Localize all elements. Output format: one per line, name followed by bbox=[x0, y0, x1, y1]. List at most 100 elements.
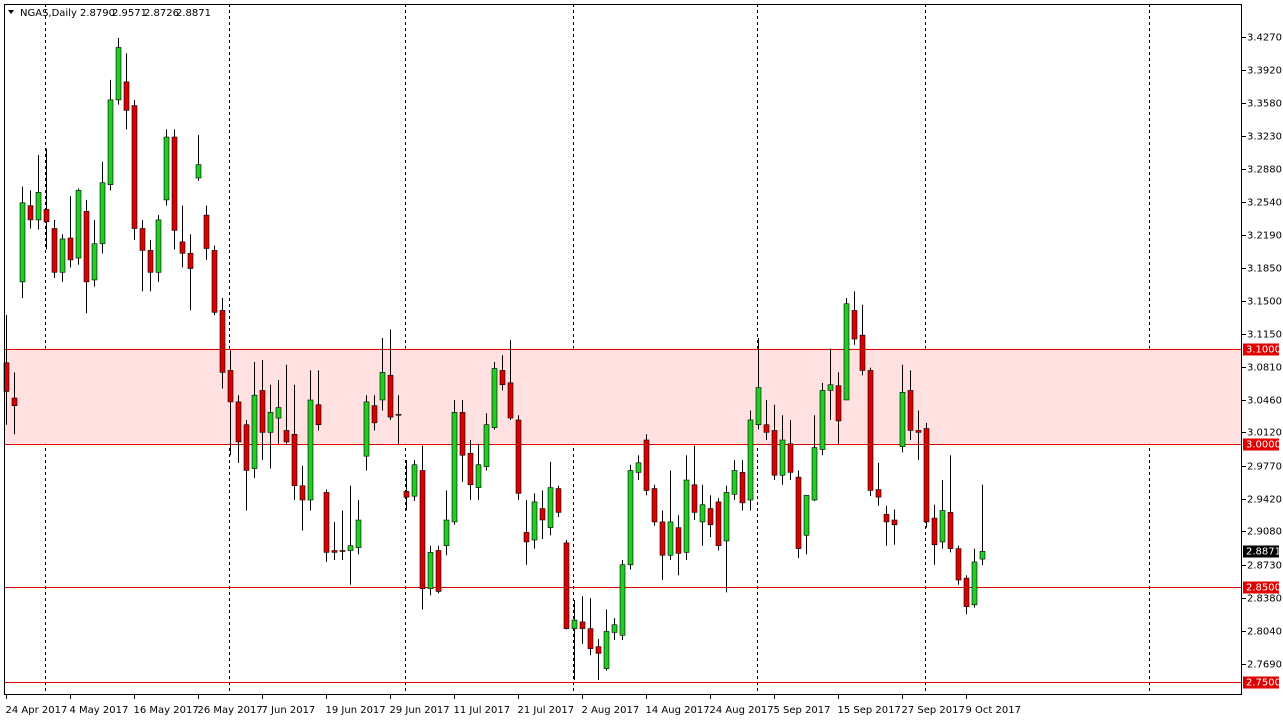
candle-body bbox=[51, 228, 58, 273]
candle-body bbox=[195, 164, 202, 179]
x-tick-label: 29 Jun 2017 bbox=[390, 705, 450, 716]
zone bbox=[5, 348, 1242, 444]
y-tick-label: 2.8730 bbox=[1247, 561, 1282, 572]
candle-body bbox=[547, 487, 554, 528]
level-label: 2.8500 bbox=[1246, 583, 1281, 594]
candle-body bbox=[371, 405, 378, 424]
candle-body bbox=[651, 488, 658, 523]
candle-body bbox=[99, 182, 106, 245]
candle-body bbox=[243, 424, 250, 471]
level-label-box bbox=[1243, 438, 1279, 451]
candle-body bbox=[875, 489, 882, 498]
y-tick-label: 3.0460 bbox=[1247, 396, 1282, 407]
candle-body bbox=[35, 191, 42, 221]
candle-body bbox=[163, 136, 170, 201]
y-tick-label: 2.8040 bbox=[1247, 627, 1282, 638]
candle-body bbox=[691, 484, 698, 513]
candle-body bbox=[75, 190, 82, 259]
candle-body bbox=[907, 390, 914, 431]
candle-body bbox=[267, 412, 274, 433]
x-tick-label: 21 Jul 2017 bbox=[518, 705, 575, 716]
candle-body bbox=[211, 250, 218, 313]
y-tick-label: 2.9080 bbox=[1247, 527, 1282, 538]
y-tick-label: 2.9420 bbox=[1247, 495, 1282, 506]
candle-body bbox=[499, 370, 506, 386]
candle-body bbox=[899, 392, 906, 447]
candle-body bbox=[851, 310, 858, 340]
candle-body bbox=[227, 370, 234, 403]
header-close: 2.8871 bbox=[176, 8, 211, 19]
x-tick-label: 5 Sep 2017 bbox=[774, 705, 831, 716]
x-tick-label: 24 Apr 2017 bbox=[6, 705, 68, 716]
x-tick-label: 26 May 2017 bbox=[198, 705, 263, 716]
candle-body bbox=[91, 243, 98, 281]
candle-body bbox=[979, 551, 986, 560]
candle-body bbox=[531, 501, 538, 541]
candle-body bbox=[491, 368, 498, 428]
candle-body bbox=[187, 252, 194, 269]
candle-body bbox=[699, 504, 706, 523]
level-label-box bbox=[1243, 581, 1279, 594]
candle-body bbox=[291, 433, 298, 487]
price-label: 2.8871 bbox=[1246, 547, 1281, 558]
y-tick-label: 3.1150 bbox=[1247, 330, 1282, 341]
y-tick-label: 2.7690 bbox=[1247, 660, 1282, 671]
candle-body bbox=[315, 404, 322, 426]
candle-body bbox=[275, 407, 282, 419]
candle-body bbox=[59, 238, 66, 273]
candle-body bbox=[963, 577, 970, 607]
candle-body bbox=[251, 394, 258, 469]
level-label: 3.1000 bbox=[1246, 345, 1281, 356]
candle-body bbox=[131, 105, 138, 229]
x-tick-label: 14 Aug 2017 bbox=[646, 705, 710, 716]
candle-body bbox=[139, 228, 146, 251]
plot-frame bbox=[4, 4, 1242, 695]
x-tick-label: 27 Sep 2017 bbox=[902, 705, 965, 716]
candle-body bbox=[971, 561, 978, 606]
y-tick-label: 3.1500 bbox=[1247, 297, 1282, 308]
y-tick-label: 3.4270 bbox=[1247, 33, 1282, 44]
candle-body bbox=[283, 430, 290, 443]
x-tick-label: 11 Jul 2017 bbox=[454, 705, 511, 716]
candle-body bbox=[819, 390, 826, 450]
candle-body bbox=[867, 370, 874, 491]
y-tick-label: 3.3920 bbox=[1247, 66, 1282, 77]
candle-body bbox=[811, 447, 818, 501]
candle-body bbox=[459, 412, 466, 456]
y-tick-label: 2.9770 bbox=[1247, 462, 1282, 473]
candle-body bbox=[83, 211, 90, 283]
candle-body bbox=[443, 519, 450, 547]
y-tick-label: 3.3230 bbox=[1247, 132, 1282, 143]
candle-body bbox=[507, 382, 514, 419]
candle-body bbox=[155, 219, 162, 273]
y-tick-label: 3.0810 bbox=[1247, 363, 1282, 374]
candle-body bbox=[387, 374, 394, 418]
candle-body bbox=[147, 250, 154, 273]
candle-body bbox=[635, 462, 642, 473]
candle-body bbox=[827, 384, 834, 391]
candle-body bbox=[571, 619, 578, 629]
candle-body bbox=[307, 399, 314, 501]
candle-body bbox=[883, 513, 890, 523]
candle-body bbox=[483, 424, 490, 467]
header-low: 2.8726 bbox=[144, 8, 179, 19]
candle-body bbox=[723, 492, 730, 542]
y-tick-label: 3.0120 bbox=[1247, 428, 1282, 439]
candle-body bbox=[715, 501, 722, 547]
y-tick-label: 3.2540 bbox=[1247, 198, 1282, 209]
candle-body bbox=[619, 564, 626, 636]
candle-body bbox=[451, 412, 458, 523]
x-tick-label: 24 Aug 2017 bbox=[710, 705, 774, 716]
candle-body bbox=[67, 237, 74, 261]
candle-body bbox=[955, 548, 962, 581]
candle-body bbox=[435, 550, 442, 592]
candle-body bbox=[515, 419, 522, 494]
candle-body bbox=[923, 428, 930, 523]
candle-body bbox=[603, 631, 610, 669]
candle-body bbox=[395, 413, 402, 416]
candle-body bbox=[787, 443, 794, 473]
candle-body bbox=[795, 476, 802, 549]
x-tick-label: 15 Sep 2017 bbox=[838, 705, 901, 716]
candle-body bbox=[755, 387, 762, 426]
candle-body bbox=[27, 205, 34, 221]
